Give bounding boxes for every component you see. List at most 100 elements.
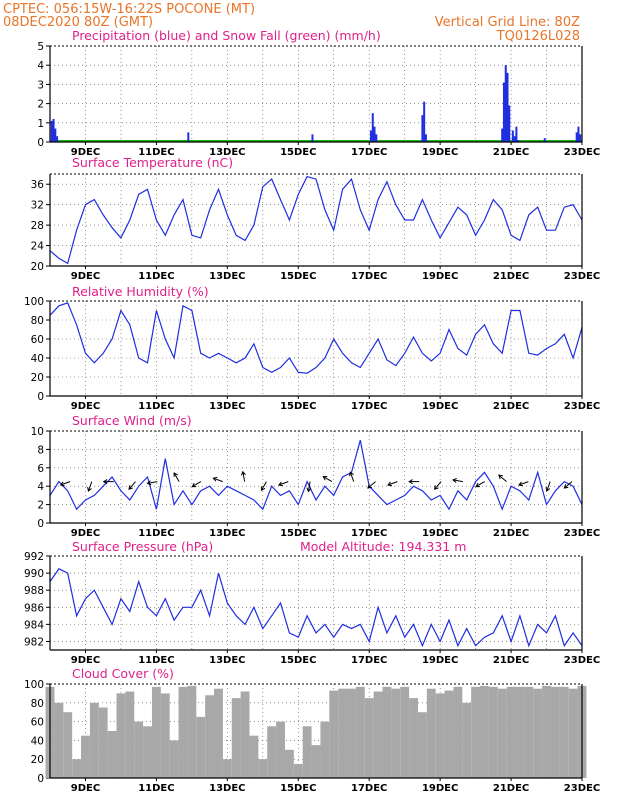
wind-arrow-icon xyxy=(87,481,93,492)
cloud-bar xyxy=(178,686,188,778)
x-tick-label: 23DEC xyxy=(564,655,600,666)
precip-bar xyxy=(375,134,378,142)
x-tick-label: 19DEC xyxy=(422,783,458,794)
header-model-code: TQ0126L028 xyxy=(496,29,580,44)
panel-annotation-altitude: Model Altitude: 194.331 m xyxy=(300,539,466,554)
cloud-bar xyxy=(107,731,117,778)
x-tick-label: 21DEC xyxy=(493,401,529,412)
wind-arrow-icon xyxy=(518,481,529,486)
cloud-bar xyxy=(89,702,99,778)
x-tick-label: 23DEC xyxy=(564,271,600,282)
y-tick-label: 60 xyxy=(31,334,44,346)
wind-arrow-head xyxy=(387,481,393,487)
wind-arrow-head xyxy=(322,476,328,481)
precip-bar xyxy=(371,113,374,142)
cloud-bar xyxy=(249,735,259,778)
cloud-bar xyxy=(187,685,197,778)
wind-arrow-icon xyxy=(498,474,507,482)
precip-bar xyxy=(50,120,53,142)
x-tick-label: 9DEC xyxy=(71,271,100,282)
cloud-bar xyxy=(453,686,463,778)
wind-arrow-icon xyxy=(387,481,398,486)
precip-bar xyxy=(54,128,57,142)
y-tick-label: 2 xyxy=(37,99,44,111)
cloud-bar xyxy=(284,749,294,778)
cloud-bar xyxy=(355,686,365,778)
y-tick-label: 36 xyxy=(31,179,45,191)
x-tick-label: 21DEC xyxy=(493,655,529,666)
wind-arrow-icon xyxy=(323,476,333,483)
x-tick-label: 15DEC xyxy=(280,655,316,666)
x-tick-label: 13DEC xyxy=(209,783,245,794)
x-tick-label: 15DEC xyxy=(280,147,316,158)
x-tick-label: 19DEC xyxy=(422,528,458,539)
series-line-2 xyxy=(49,302,583,374)
x-tick-label: 15DEC xyxy=(280,783,316,794)
cloud-bar xyxy=(222,759,232,778)
wind-arrow-head xyxy=(191,482,197,488)
cloud-bar xyxy=(515,686,525,778)
x-tick-label: 13DEC xyxy=(209,271,245,282)
y-tick-label: 100 xyxy=(24,679,44,691)
x-tick-label: 19DEC xyxy=(422,401,458,412)
cloud-bar xyxy=(373,691,383,778)
wind-arrow-icon xyxy=(242,471,246,482)
cloud-bar xyxy=(497,688,507,778)
cloud-bar xyxy=(240,691,250,778)
y-tick-label: 20 xyxy=(31,754,44,766)
wind-arrow-icon xyxy=(192,481,202,488)
wind-arrow-icon xyxy=(475,481,485,488)
cloud-bar xyxy=(480,685,489,778)
precip-bar xyxy=(373,126,376,142)
precip-bar xyxy=(56,136,59,142)
precip-bar xyxy=(421,115,424,142)
wind-arrow-icon xyxy=(173,472,180,482)
precip-bar xyxy=(508,105,511,142)
cloud-bar xyxy=(417,712,427,778)
wind-arrow-icon xyxy=(147,481,158,484)
y-tick-label: 24 xyxy=(31,241,45,253)
x-tick-label: 19DEC xyxy=(422,655,458,666)
y-tick-label: 80 xyxy=(31,315,44,327)
panel-title-pressure: Surface Pressure (hPa) xyxy=(72,539,213,554)
wind-arrow-icon xyxy=(564,481,573,489)
cloud-bar xyxy=(98,707,108,778)
cloud-bar xyxy=(462,702,472,778)
cloud-bar xyxy=(231,698,241,778)
cloud-bar xyxy=(568,688,578,778)
cloud-bar xyxy=(488,686,498,778)
x-tick-label: 11DEC xyxy=(138,401,174,412)
panel-4: 982 984 986 988 990 992 9DEC 11DEC 13DEC 15DEC 17D… xyxy=(24,551,600,666)
cloud-bar xyxy=(276,721,285,778)
series-line-1 xyxy=(49,175,583,265)
y-tick-label: 8 xyxy=(37,444,44,456)
x-tick-label: 17DEC xyxy=(351,147,387,158)
x-tick-label: 13DEC xyxy=(209,147,245,158)
y-tick-label: 40 xyxy=(31,353,44,365)
y-tick-label: 0 xyxy=(37,137,44,149)
cloud-bar xyxy=(116,693,126,778)
cloud-bar xyxy=(205,695,215,778)
wind-arrow-icon xyxy=(128,481,136,490)
x-tick-label: 17DEC xyxy=(351,655,387,666)
precip-bar xyxy=(577,126,580,142)
x-tick-label: 11DEC xyxy=(138,271,174,282)
wind-arrow-head xyxy=(146,480,152,486)
y-tick-label: 992 xyxy=(24,551,44,563)
wind-arrow-icon xyxy=(434,481,442,490)
y-tick-label: 20 xyxy=(31,261,44,273)
panel-3: 0 2 4 6 8 10 9DEC 11DEC 13DEC 15DEC 17DEC 19DEC 21DE… xyxy=(31,426,601,539)
y-tick-label: 1 xyxy=(37,118,44,130)
cloud-bar xyxy=(559,686,569,778)
x-tick-label: 9DEC xyxy=(71,528,100,539)
wind-arrow-head xyxy=(102,479,108,485)
y-tick-label: 2 xyxy=(37,500,44,512)
y-tick-label: 0 xyxy=(37,391,44,403)
panel-title-precipitation: Precipitation (blue) and Snow Fall (gree… xyxy=(72,28,381,43)
wind-arrow-head xyxy=(128,485,133,491)
precip-bar xyxy=(543,138,546,142)
cloud-bar xyxy=(214,688,223,778)
panel-5: 0 20 40 60 80 100 9DEC 11DEC 13DEC 15DEC 17DEC 19DE… xyxy=(24,679,600,794)
cloud-bar xyxy=(258,759,268,778)
cloud-bar xyxy=(81,735,90,778)
